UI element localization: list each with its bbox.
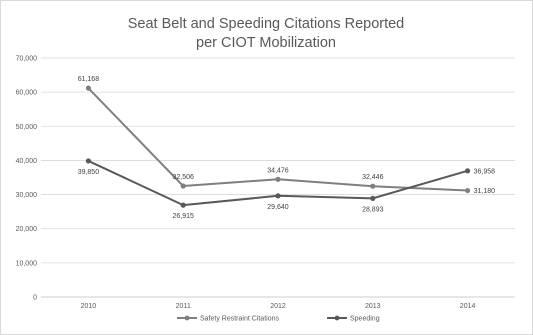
y-tick-label: 50,000 <box>16 124 38 131</box>
chart-title-line-1: Seat Belt and Speeding Citations Reporte… <box>128 16 405 32</box>
series-lines <box>85 85 471 208</box>
legend-swatch-marker <box>334 315 340 321</box>
legend-item: Speeding <box>327 316 380 323</box>
gridlines <box>41 57 515 298</box>
data-point <box>85 85 91 91</box>
y-tick-label: 10,000 <box>16 260 38 267</box>
data-point <box>465 187 471 194</box>
data-point <box>180 183 186 189</box>
data-point <box>180 202 186 208</box>
y-tick-label: 20,000 <box>16 226 38 233</box>
data-label: 26,915 <box>172 213 194 220</box>
data-label: 32,506 <box>172 174 194 181</box>
x-tick-label: 2012 <box>270 303 286 310</box>
data-label: 31,180 <box>474 188 496 195</box>
x-tick-label: 2013 <box>365 303 381 310</box>
legend-label: Safety Restraint Citations <box>200 316 279 323</box>
x-axis-tick-labels: 2010 2011 2012 2013 2014 <box>81 303 476 310</box>
series-line-0 <box>87 87 468 192</box>
data-point <box>85 158 91 164</box>
data-label: 36,958 <box>474 168 496 175</box>
legend-label: Speeding <box>350 316 380 323</box>
data-label: 28,893 <box>362 206 384 213</box>
y-axis-tick-labels: 0 10,000 20,000 30,000 40,000 50,000 60,000 70,… <box>16 56 38 302</box>
y-tick-label: 60,000 <box>16 90 38 97</box>
legend-swatch-marker <box>184 315 190 321</box>
y-tick-label: 70,000 <box>16 56 38 63</box>
y-tick-label: 30,000 <box>16 192 38 199</box>
data-label: 61,168 <box>78 76 100 83</box>
legend-item: Safety Restraint Citations <box>177 316 279 323</box>
data-point <box>275 193 281 199</box>
data-label: 32,446 <box>362 174 384 181</box>
x-tick-label: 2011 <box>176 303 191 310</box>
data-point <box>370 195 376 201</box>
legend: Safety Restraint Citations Speeding <box>177 316 380 323</box>
data-label: 39,850 <box>78 169 100 176</box>
data-point <box>275 176 281 182</box>
data-label: 34,476 <box>267 167 289 174</box>
y-tick-label: 40,000 <box>16 158 38 165</box>
data-point <box>465 168 471 174</box>
chart-title-line-2: per CIOT Mobilization <box>196 35 336 51</box>
x-tick-label: 2010 <box>81 303 97 310</box>
data-point <box>370 183 376 189</box>
x-tick-label: 2014 <box>460 303 476 310</box>
data-label: 29,640 <box>267 204 289 211</box>
y-tick-label: 0 <box>33 295 37 302</box>
data-labels: 61,168 32,506 34,476 32,446 31,180 39,850 26,9… <box>78 76 495 220</box>
